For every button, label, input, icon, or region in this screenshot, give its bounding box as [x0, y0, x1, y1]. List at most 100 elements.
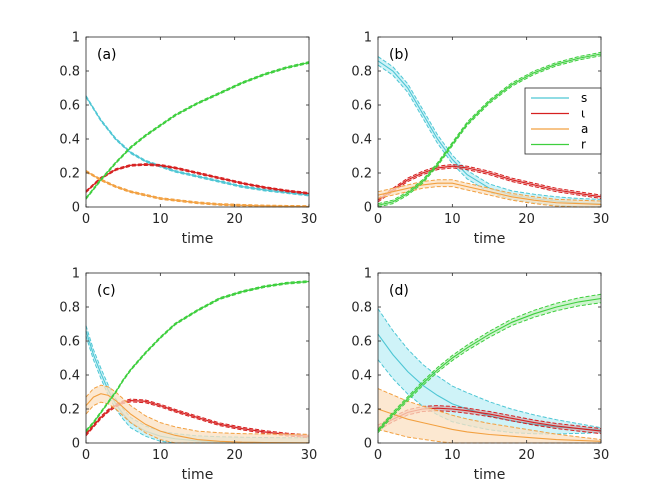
band-edge-upper-r [377, 51, 602, 205]
x-tick-label: 30 [593, 212, 610, 227]
series-line-r [85, 61, 310, 199]
y-tick-label: 0.6 [59, 99, 80, 114]
axes-frame [85, 36, 310, 208]
band-edge-lower-ι [377, 167, 602, 203]
series-line-a [377, 182, 602, 205]
y-tick-label: 0.6 [351, 335, 372, 350]
panel-2: 0 10 20 30 0 0.2 0.4 0.6 0.8 1 time (c) [59, 267, 317, 484]
series-line-r [85, 280, 310, 432]
band-edge-lower-r [377, 302, 602, 434]
series-line-a [85, 393, 310, 444]
x-tick-label: 30 [301, 448, 318, 463]
y-tick-label: 1 [364, 31, 372, 46]
series-line-r [377, 297, 602, 432]
panel-3: 0 10 20 30 0 0.2 0.4 0.6 0.8 1 time (d) [351, 267, 609, 484]
x-tick-label: 20 [518, 448, 535, 463]
band-edge-upper-ι [85, 163, 310, 194]
y-tick-label: 1 [72, 267, 80, 282]
band-edge-upper-s [377, 56, 602, 200]
band-edge-lower-a [85, 171, 309, 208]
x-tick-label: 20 [518, 212, 535, 227]
y-tick-label: 0.8 [351, 65, 372, 80]
legend-label-r: r [581, 138, 586, 152]
x-tick-label: 10 [152, 212, 169, 227]
x-tick-label: 30 [593, 448, 610, 463]
band-a [378, 388, 601, 443]
x-tick-label: 10 [152, 448, 169, 463]
series-line-s [85, 96, 310, 196]
x-axis-label: time [474, 231, 506, 247]
band-ι [378, 405, 601, 434]
x-axis-label: time [474, 467, 506, 483]
y-tick-label: 0 [72, 201, 80, 216]
y-tick-label: 0 [364, 201, 372, 216]
band-s [378, 308, 601, 434]
axes-frame [377, 272, 602, 444]
band-edge-lower-ι [85, 401, 310, 439]
y-tick-label: 0.8 [59, 301, 80, 316]
band-edge-lower-r [85, 62, 310, 200]
y-tick-label: 1 [72, 31, 80, 46]
panel-0: 0 10 20 30 0 0.2 0.4 0.6 0.8 1 time (a) [59, 31, 317, 248]
panel-label: (b) [389, 47, 409, 63]
band-edge-upper-a [85, 170, 310, 207]
x-tick-label: 30 [301, 212, 318, 227]
x-axis-label: time [182, 467, 214, 483]
y-tick-label: 0.2 [351, 403, 372, 418]
band-edge-upper-r [85, 61, 310, 198]
series-line-r [377, 53, 602, 206]
y-tick-label: 0.2 [351, 167, 372, 182]
x-tick-label: 20 [226, 212, 243, 227]
y-tick-label: 1 [364, 267, 372, 282]
panel-label: (d) [389, 283, 409, 299]
legend-label-s: s [581, 91, 587, 105]
series-line-ι [85, 399, 310, 437]
x-axis-label: time [182, 231, 214, 247]
y-tick-label: 0.4 [351, 369, 372, 384]
band-edge-lower-r [377, 55, 602, 208]
series-line-s [377, 333, 602, 431]
band-edge-lower-s [377, 359, 602, 435]
y-tick-label: 0.2 [59, 403, 80, 418]
band-edge-upper-s [377, 308, 602, 429]
x-tick-label: 20 [226, 448, 243, 463]
y-tick-label: 0.8 [59, 65, 80, 80]
x-tick-label: 0 [374, 448, 382, 463]
y-tick-label: 0.6 [59, 335, 80, 350]
band-ι [378, 164, 601, 202]
x-tick-label: 0 [374, 212, 382, 227]
legend-label-ι: ι [581, 107, 585, 121]
y-tick-label: 0.2 [59, 167, 80, 182]
band-edge-lower-s [85, 97, 310, 197]
legend-box [524, 87, 602, 155]
series-line-ι [377, 165, 602, 201]
band-edge-upper-a [377, 179, 602, 202]
panel-label: (a) [97, 47, 117, 63]
y-tick-label: 0 [72, 437, 80, 452]
y-tick-label: 0 [364, 437, 372, 452]
band-edge-upper-r [377, 293, 602, 430]
series-line-a [377, 408, 602, 442]
x-tick-label: 10 [444, 212, 461, 227]
band-edge-lower-ι [85, 164, 310, 195]
series-line-a [85, 170, 310, 208]
band-edge-upper-ι [377, 163, 602, 199]
y-tick-label: 0.4 [351, 133, 372, 148]
band-edge-upper-ι [85, 398, 310, 436]
plot-area [86, 37, 309, 207]
x-tick-label: 0 [82, 212, 90, 227]
y-tick-label: 0.8 [351, 301, 372, 316]
x-tick-label: 0 [82, 448, 90, 463]
series-line-ι [85, 163, 310, 194]
panel-label: (c) [97, 283, 116, 299]
band-a [86, 385, 309, 443]
x-tick-label: 10 [444, 448, 461, 463]
y-tick-label: 0.4 [59, 133, 80, 148]
y-tick-label: 0.6 [351, 99, 372, 114]
axes-frame [85, 272, 310, 444]
legend-label-a: a [581, 122, 588, 136]
